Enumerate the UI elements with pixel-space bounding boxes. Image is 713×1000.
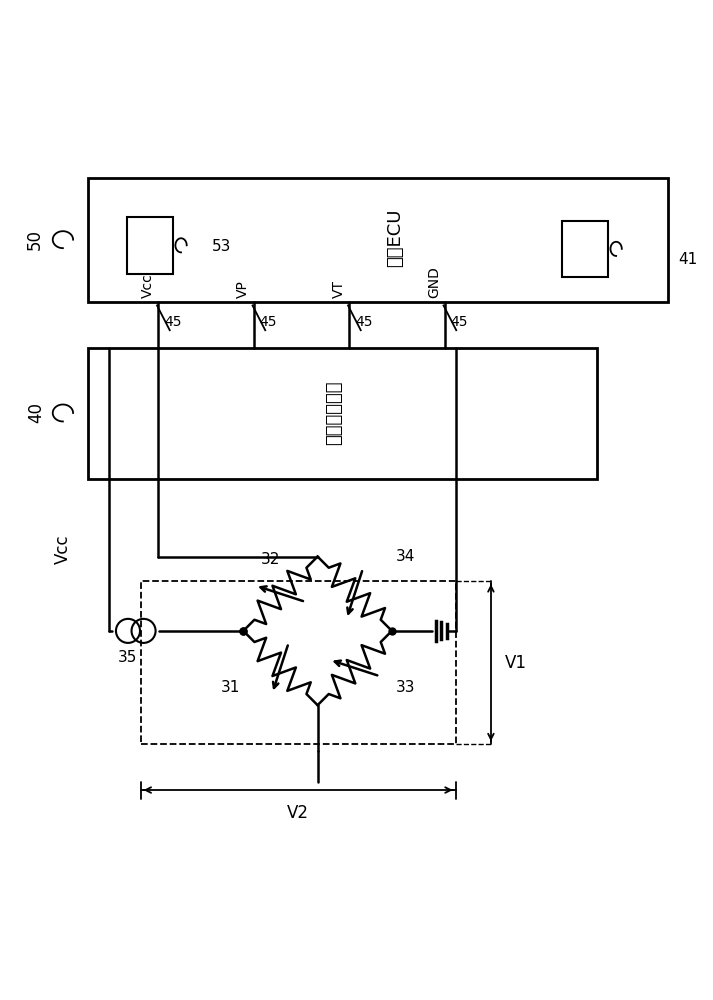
Text: 40: 40 (28, 402, 46, 423)
Text: Vcc: Vcc (54, 535, 72, 564)
Bar (88, 348, 597, 479)
Text: 34: 34 (396, 549, 415, 564)
Text: 35: 35 (118, 650, 138, 665)
Bar (140, 581, 456, 744)
Text: VT: VT (332, 280, 346, 298)
Bar (127, 217, 173, 274)
Text: 45: 45 (164, 315, 182, 329)
Text: V1: V1 (505, 654, 527, 672)
Text: 41: 41 (678, 252, 697, 267)
Text: 50: 50 (26, 229, 43, 250)
Text: 45: 45 (451, 315, 468, 329)
Bar (562, 221, 607, 277)
Text: VP: VP (237, 281, 250, 298)
Text: 33: 33 (396, 680, 415, 695)
Text: 45: 45 (355, 315, 373, 329)
Text: 32: 32 (261, 552, 280, 567)
Text: Vcc: Vcc (141, 274, 155, 298)
Text: 31: 31 (220, 680, 240, 695)
Text: GND: GND (427, 267, 441, 298)
Text: 45: 45 (260, 315, 277, 329)
Text: 空调ECU: 空调ECU (386, 209, 404, 267)
Bar (88, 178, 668, 302)
Text: V2: V2 (287, 804, 309, 822)
Text: 53: 53 (212, 239, 231, 254)
Text: 信号处理电路: 信号处理电路 (325, 381, 343, 445)
